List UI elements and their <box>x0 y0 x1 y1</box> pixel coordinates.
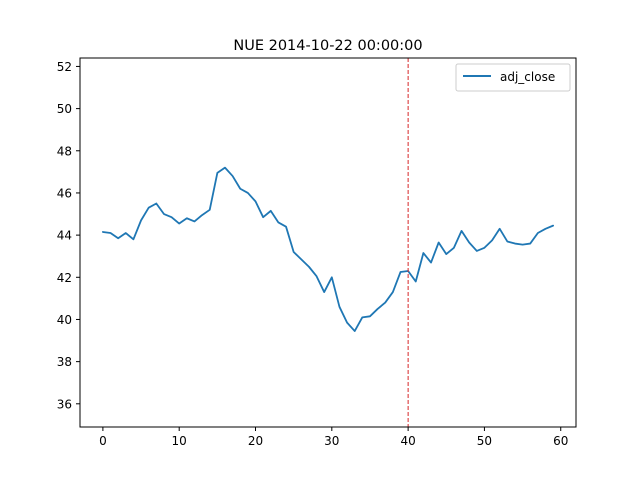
x-tick-label: 60 <box>553 434 568 448</box>
y-tick-label: 50 <box>57 102 72 116</box>
y-tick-label: 36 <box>57 397 72 411</box>
x-tick-label: 40 <box>400 434 415 448</box>
y-tick-label: 48 <box>57 144 72 158</box>
plot-area <box>101 58 555 427</box>
series-line-adj-close <box>101 166 555 332</box>
y-tick-label: 38 <box>57 355 72 369</box>
y-tick-label: 46 <box>57 186 72 200</box>
y-tick-label: 42 <box>57 271 72 285</box>
plot-clip-group <box>101 58 555 427</box>
y-tick-label: 44 <box>57 229 72 243</box>
legend: adj_close <box>455 63 571 92</box>
legend-box <box>455 63 571 92</box>
x-tick-label: 50 <box>477 434 492 448</box>
y-tick-label: 40 <box>57 313 72 327</box>
y-tick-label: 52 <box>57 60 72 74</box>
x-tick-label: 20 <box>248 434 263 448</box>
axes: 0 10 20 30 40 50 60 36 38 40 42 44 46 48 50 52 <box>57 57 577 448</box>
x-tick-label: 30 <box>324 434 339 448</box>
legend-label-adj-close: adj_close <box>500 70 555 84</box>
x-tick-label: 0 <box>99 434 107 448</box>
chart-title: NUE 2014-10-22 00:00:00 <box>233 38 422 54</box>
x-tick-label: 10 <box>172 434 187 448</box>
axes-frame <box>79 57 577 428</box>
